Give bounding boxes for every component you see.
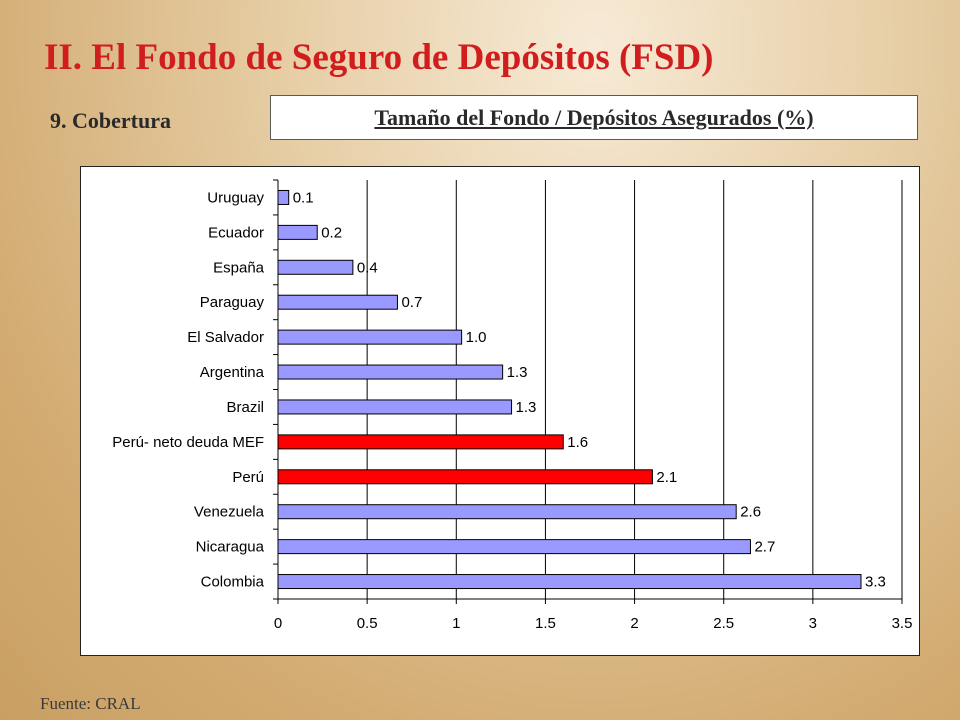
data-label-1: 0.2 <box>321 224 342 241</box>
category-label-9: Venezuela <box>194 504 265 521</box>
category-label-5: Argentina <box>200 364 265 381</box>
x-tick-label-2: 1 <box>452 615 460 632</box>
data-label-4: 1.0 <box>466 329 487 346</box>
bar-0 <box>277 189 290 205</box>
x-tick-label-5: 2.5 <box>713 615 734 632</box>
data-label-5: 1.3 <box>507 364 528 381</box>
bar-9 <box>277 504 737 520</box>
data-label-0: 0.1 <box>293 189 314 206</box>
x-tick-label-7: 3.5 <box>892 615 913 632</box>
bar-2 <box>277 259 354 275</box>
bar-5 <box>277 364 504 380</box>
slide-title: II. El Fondo de Seguro de Depósitos (FSD… <box>44 37 714 78</box>
category-label-10: Nicaragua <box>196 539 265 556</box>
chart-title-box: Tamaño del Fondo / Depósitos Asegurados … <box>270 95 918 140</box>
bar-1 <box>277 224 318 240</box>
bar-11 <box>277 574 862 590</box>
category-label-2: España <box>213 259 265 276</box>
category-label-7: Perú- neto deuda MEF <box>112 434 264 451</box>
bar-3 <box>277 294 398 310</box>
category-label-3: Paraguay <box>200 294 265 311</box>
category-label-6: Brazil <box>226 399 264 416</box>
chart-title: Tamaño del Fondo / Depósitos Asegurados … <box>374 104 814 130</box>
category-label-0: Uruguay <box>207 189 264 206</box>
data-label-8: 2.1 <box>656 469 677 486</box>
x-tick-label-6: 3 <box>809 615 817 632</box>
section-subtitle: 9. Cobertura <box>50 108 171 133</box>
category-label-1: Ecuador <box>208 224 264 241</box>
data-label-7: 1.6 <box>567 434 588 451</box>
x-tick-label-3: 1.5 <box>535 615 556 632</box>
category-label-8: Perú <box>232 469 264 486</box>
data-label-6: 1.3 <box>516 399 537 416</box>
bar-4 <box>277 329 463 345</box>
data-label-2: 0.4 <box>357 259 378 276</box>
chart-area: 0 0.5 1 1.5 2 2.5 3 3.5 Uruguay 0.1 Ecuador 0.2 Espa… <box>80 166 920 656</box>
bar-6 <box>277 399 513 415</box>
data-label-9: 2.6 <box>740 504 761 521</box>
bar-10 <box>277 539 751 555</box>
x-tick-label-1: 0.5 <box>357 615 378 632</box>
data-label-3: 0.7 <box>401 294 422 311</box>
category-label-11: Colombia <box>201 574 265 591</box>
x-tick-label-4: 2 <box>630 615 638 632</box>
bar-7 <box>277 434 564 450</box>
bar-chart: 0 0.5 1 1.5 2 2.5 3 3.5 Uruguay 0.1 Ecuador 0.2 Espa… <box>112 179 913 632</box>
bar-8 <box>277 469 653 485</box>
x-tick-label-0: 0 <box>274 615 282 632</box>
source-note: Fuente: CRAL <box>40 694 141 713</box>
data-label-11: 3.3 <box>865 574 886 591</box>
data-label-10: 2.7 <box>754 539 775 556</box>
category-label-4: El Salvador <box>187 329 264 346</box>
